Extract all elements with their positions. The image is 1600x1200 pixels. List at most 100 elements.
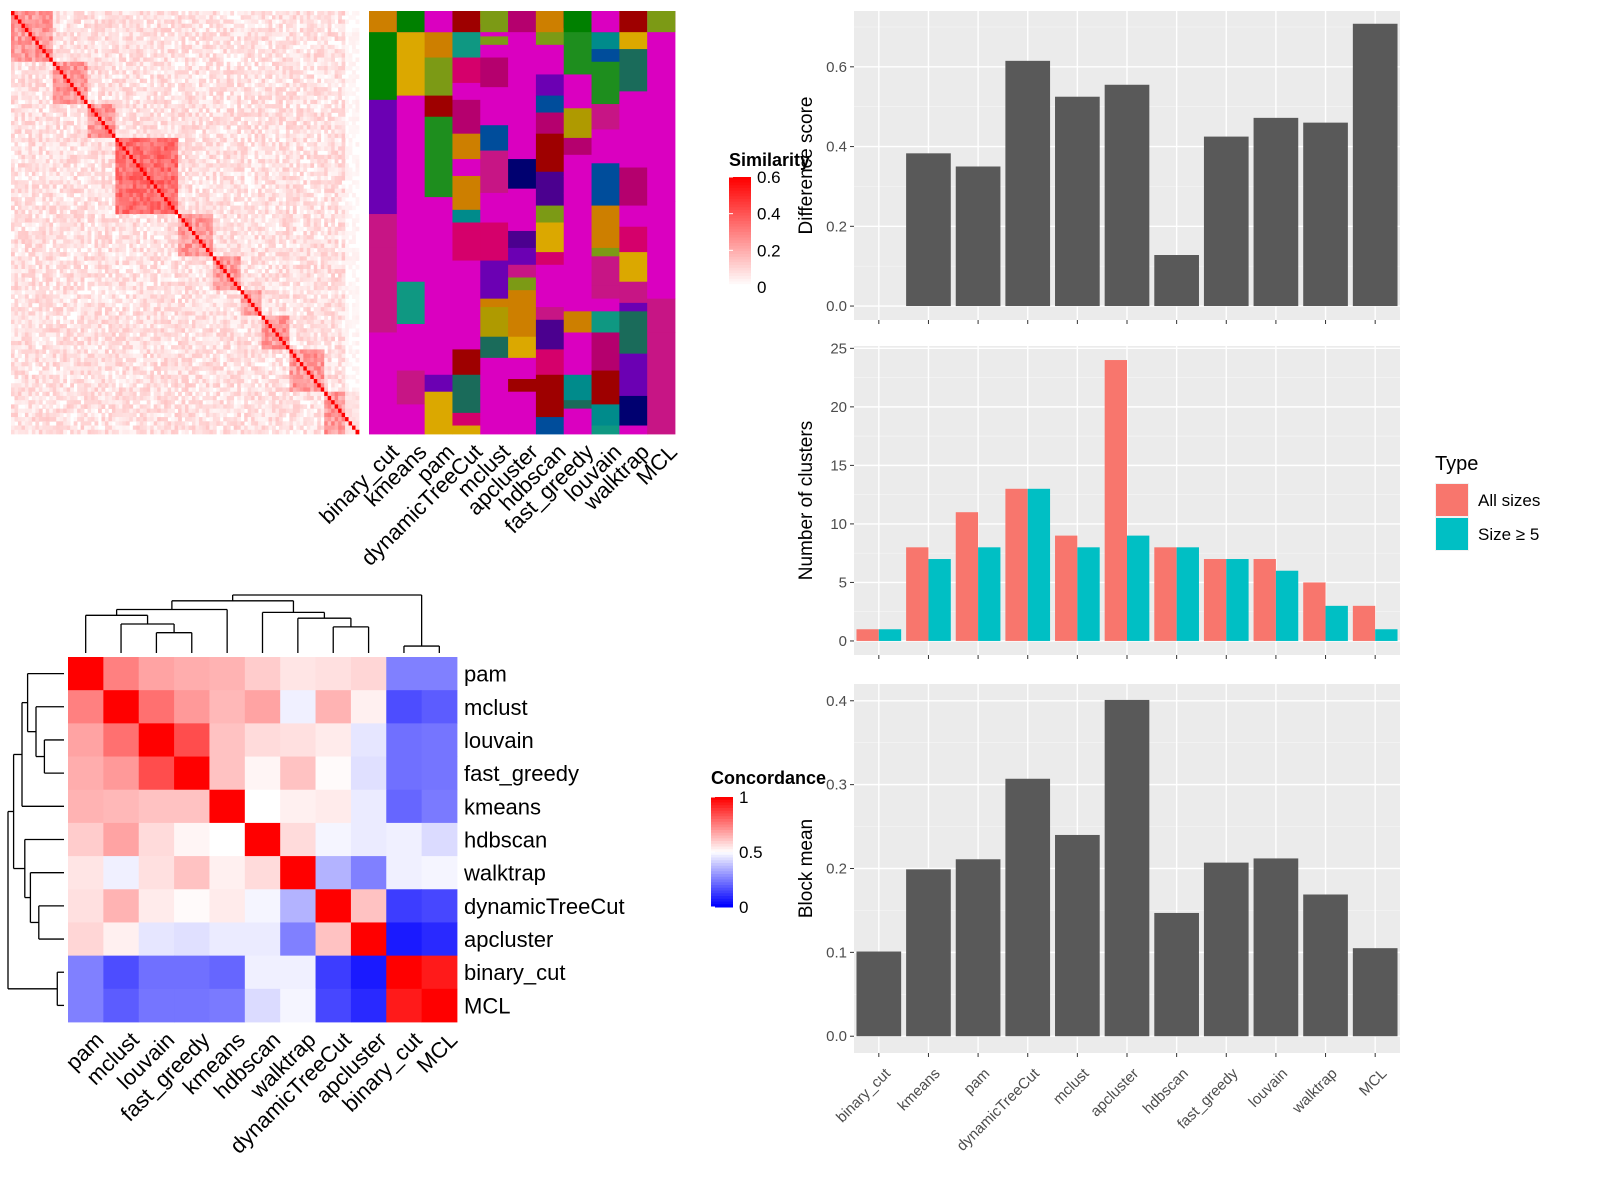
similarity-cell	[202, 99, 207, 105]
similarity-cell	[261, 15, 266, 20]
similarity-cell	[268, 142, 273, 147]
similarity-cell	[285, 19, 290, 25]
similarity-cell	[167, 230, 172, 236]
similarity-cell	[258, 108, 262, 113]
similarity-cell	[230, 65, 235, 71]
similarity-cell	[285, 150, 290, 156]
similarity-cell	[191, 159, 196, 164]
similarity-cell	[219, 91, 224, 96]
similarity-cell	[38, 137, 43, 143]
similarity-cell	[91, 133, 95, 139]
similarity-cell	[237, 36, 242, 41]
similarity-cell	[258, 230, 262, 236]
similarity-cell	[209, 247, 214, 253]
similarity-cell	[84, 95, 88, 101]
similarity-cell	[289, 243, 294, 249]
similarity-cell	[98, 104, 102, 109]
similarity-cell	[310, 137, 315, 143]
similarity-cell	[230, 44, 235, 50]
similarity-cell	[292, 188, 297, 194]
similarity-cell	[87, 129, 92, 135]
similarity-cell	[108, 175, 113, 181]
similarity-cell	[108, 252, 113, 257]
similarity-cell	[237, 175, 242, 181]
similarity-cell	[216, 243, 221, 249]
similarity-cell	[66, 19, 71, 25]
similarity-cell	[341, 49, 346, 54]
similarity-cell	[157, 53, 161, 58]
similarity-cell	[122, 171, 127, 177]
similarity-cell	[31, 252, 36, 257]
similarity-cell	[104, 95, 109, 101]
similarity-cell	[56, 65, 61, 71]
similarity-cell	[73, 82, 78, 88]
similarity-cell	[320, 82, 325, 88]
similarity-cell	[118, 108, 123, 113]
similarity-cell	[146, 159, 151, 164]
similarity-cell	[334, 243, 339, 249]
similarity-cell	[278, 32, 283, 37]
similarity-cell	[317, 11, 322, 16]
similarity-cell	[195, 91, 200, 96]
similarity-cell	[164, 235, 168, 240]
similarity-cell	[191, 15, 196, 20]
similarity-cell	[118, 15, 123, 20]
similarity-cell	[327, 120, 332, 126]
similarity-cell	[202, 11, 207, 16]
similarity-cell	[139, 91, 144, 96]
similarity-cell	[111, 184, 116, 190]
similarity-cell	[98, 19, 102, 25]
similarity-cell	[240, 36, 245, 41]
similarity-cell	[108, 188, 113, 194]
similarity-cell	[101, 87, 106, 92]
similarity-cell	[98, 32, 102, 37]
similarity-cell	[45, 150, 50, 156]
similarity-cell	[296, 184, 301, 190]
similarity-cell	[164, 91, 168, 96]
similarity-cell	[77, 70, 81, 75]
similarity-cell	[11, 99, 15, 105]
similarity-cell	[317, 87, 322, 92]
similarity-cell	[42, 154, 47, 160]
similarity-cell	[216, 133, 221, 139]
similarity-cell	[167, 99, 172, 105]
similarity-cell	[254, 146, 259, 151]
similarity-cell	[108, 137, 113, 143]
similarity-cell	[205, 27, 210, 33]
similarity-cell	[181, 57, 186, 63]
similarity-cell	[355, 36, 360, 41]
similarity-cell	[212, 230, 217, 236]
similarity-cell	[115, 142, 120, 147]
similarity-cell	[129, 154, 134, 160]
similarity-cell	[223, 65, 228, 71]
similarity-cell	[98, 44, 102, 50]
similarity-cell	[195, 53, 200, 58]
similarity-cell	[150, 19, 155, 25]
similarity-cell	[289, 95, 294, 101]
similarity-cell	[45, 180, 50, 185]
similarity-cell	[205, 171, 210, 177]
similarity-cell	[98, 49, 102, 54]
similarity-cell	[150, 78, 155, 84]
similarity-cell	[11, 116, 15, 122]
similarity-cell	[209, 171, 214, 177]
similarity-cell	[84, 99, 88, 105]
similarity-cell	[272, 87, 276, 92]
similarity-cell	[292, 209, 297, 215]
similarity-cell	[244, 226, 248, 232]
similarity-cell	[17, 252, 22, 257]
similarity-cell	[132, 11, 137, 16]
similarity-cell	[226, 129, 231, 135]
similarity-cell	[38, 70, 43, 75]
similarity-cell	[28, 133, 33, 139]
similarity-cell	[146, 184, 151, 190]
similarity-cell	[313, 146, 318, 151]
similarity-cell	[70, 27, 74, 33]
similarity-cell	[244, 116, 248, 122]
similarity-cell	[272, 32, 276, 37]
similarity-cell	[331, 108, 335, 113]
similarity-cell	[84, 120, 88, 126]
similarity-cell	[306, 125, 311, 130]
similarity-cell	[129, 36, 134, 41]
similarity-cell	[272, 91, 276, 96]
